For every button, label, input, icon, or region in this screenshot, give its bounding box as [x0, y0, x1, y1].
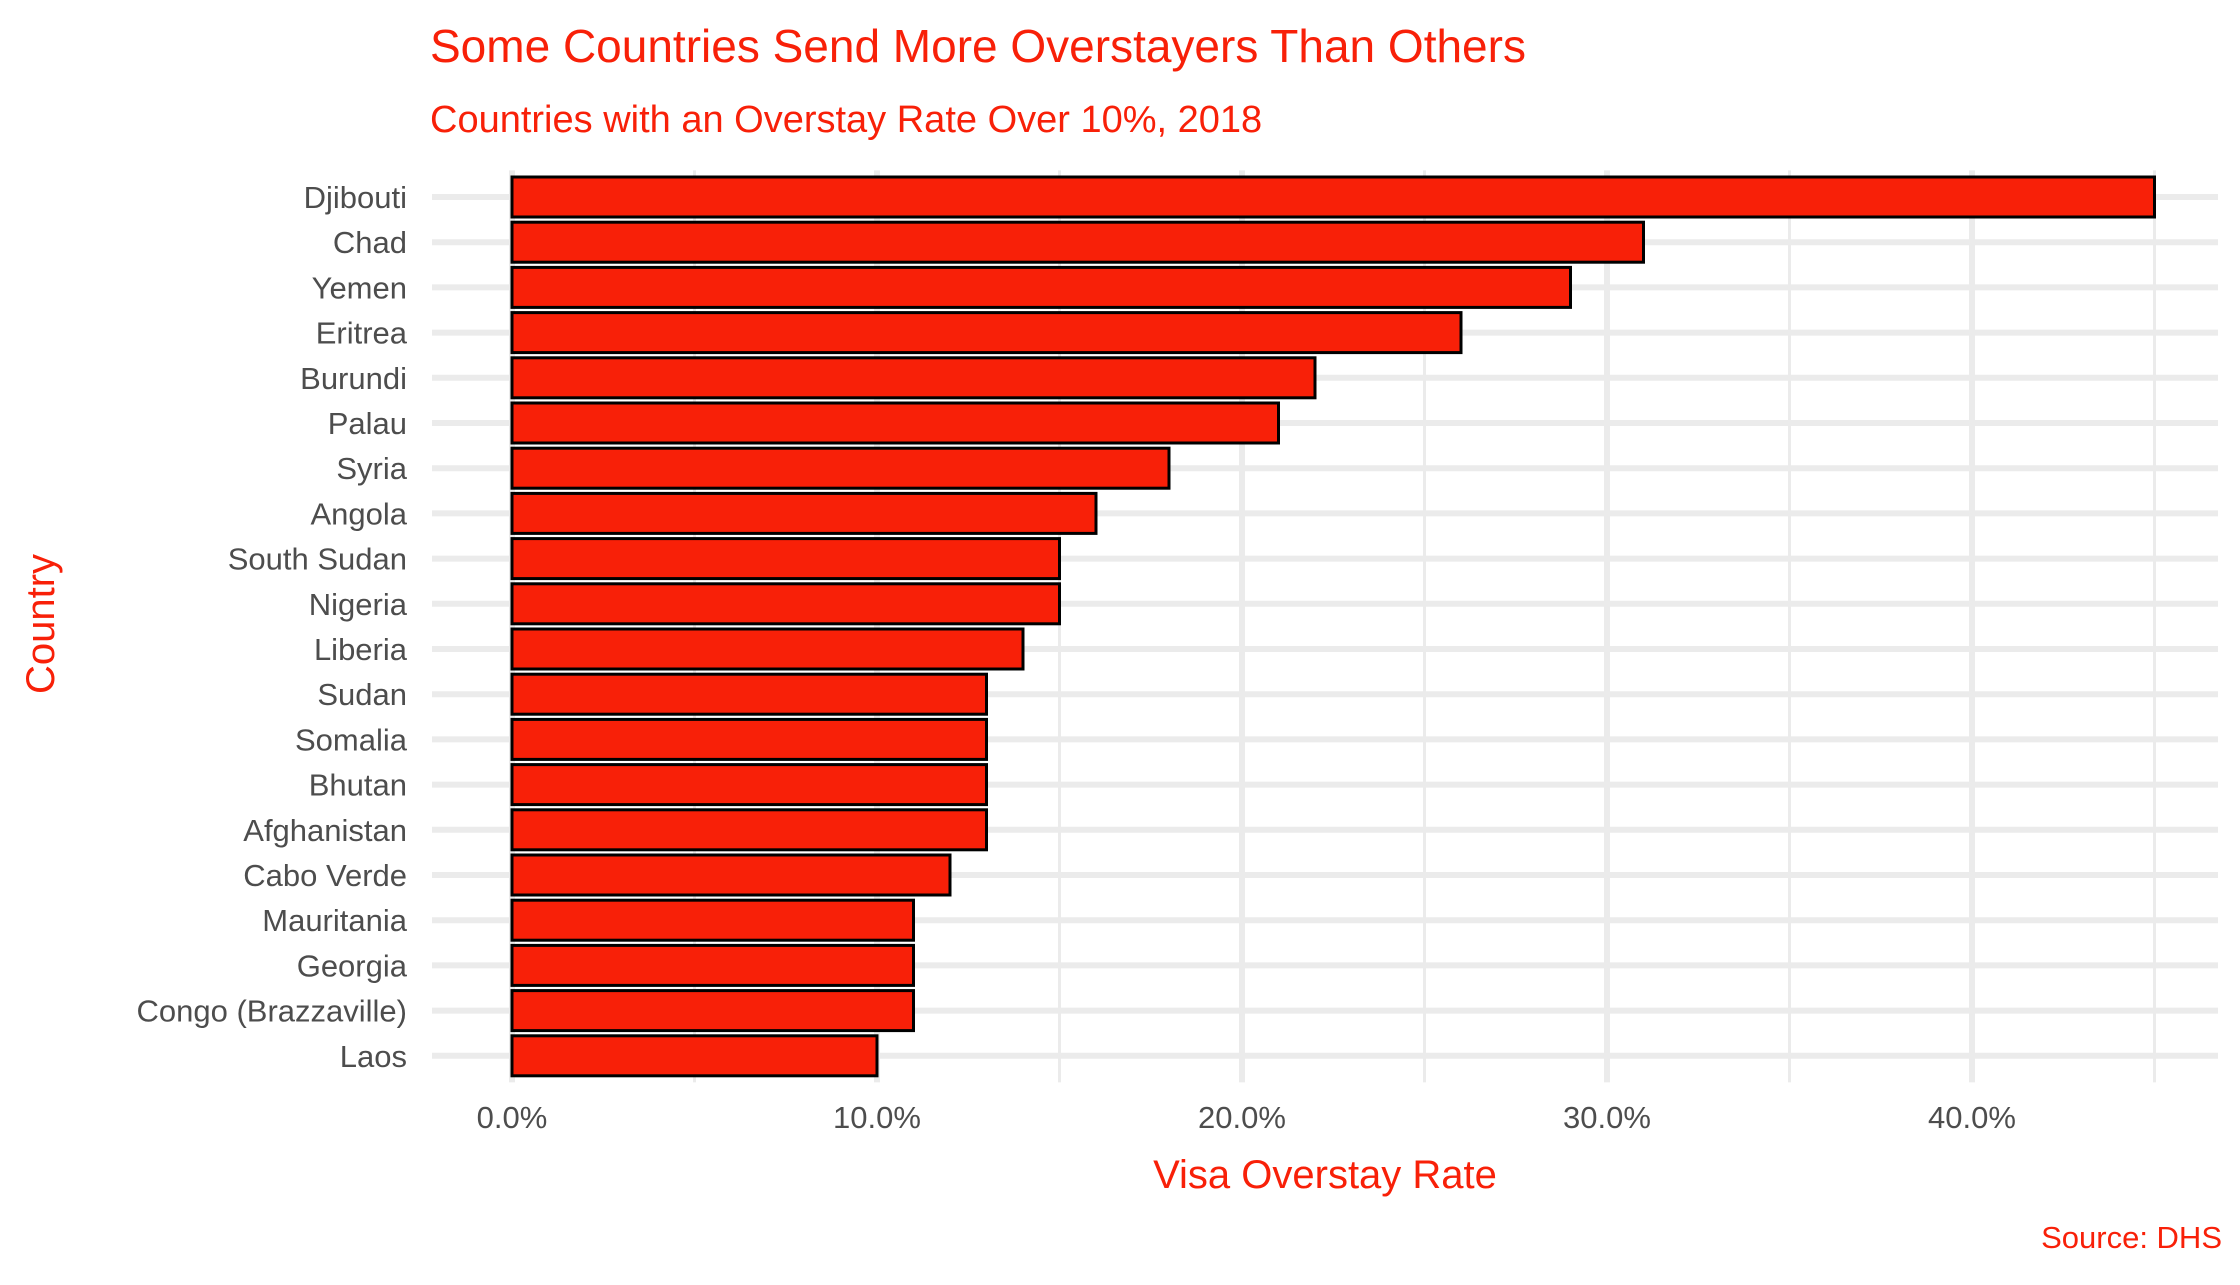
bar-chad [510, 220, 1645, 264]
y-tick-label: Liberia [314, 632, 408, 667]
y-tick-label: Chad [333, 225, 407, 260]
x-tick-label: 0.0% [477, 1100, 548, 1135]
bar-congo-brazzaville [510, 989, 915, 1033]
y-tick-label: Cabo Verde [243, 858, 407, 893]
bar-cabo-verde [510, 853, 952, 897]
x-tick-label: 10.0% [833, 1100, 921, 1135]
y-tick-label: Bhutan [309, 768, 407, 803]
bar-burundi [510, 356, 1317, 400]
x-tick-label: 40.0% [1928, 1100, 2016, 1135]
x-axis-title: Visa Overstay Rate [1153, 1153, 1497, 1197]
bar-yemen [510, 265, 1572, 309]
chart-subtitle: Countries with an Overstay Rate Over 10%… [430, 99, 1262, 141]
y-tick-label: Burundi [300, 361, 407, 396]
y-tick-label: Eritrea [316, 316, 408, 351]
bar-afghanistan [510, 808, 988, 852]
bar-djibouti [510, 175, 2156, 219]
y-tick-label: Yemen [312, 270, 407, 305]
bar-angola [510, 491, 1098, 535]
bar-sudan [510, 672, 988, 716]
y-tick-label: Somalia [295, 722, 408, 757]
bar-somalia [510, 717, 988, 761]
x-axis-tick-labels: 0.0% 10.0% 20.0% 30.0% 40.0% [477, 1100, 2016, 1135]
y-tick-label: Angola [310, 496, 407, 531]
bar-eritrea [510, 311, 1463, 355]
bar-mauritania [510, 898, 915, 942]
y-tick-label: South Sudan [228, 542, 407, 577]
y-tick-label: Georgia [297, 948, 408, 983]
y-tick-label: Nigeria [309, 587, 408, 622]
y-tick-label: Djibouti [304, 180, 407, 215]
bar-georgia [510, 943, 915, 987]
bars [510, 175, 2156, 1078]
y-tick-label: Sudan [317, 677, 407, 712]
y-axis-tick-labels: Djibouti Chad Yemen Eritrea Burundi Palau Syri… [137, 180, 408, 1074]
y-tick-label: Palau [328, 406, 407, 441]
bar-palau [510, 401, 1280, 445]
chart-title: Some Countries Send More Overstayers Tha… [430, 20, 1526, 72]
bar-syria [510, 446, 1171, 490]
x-tick-label: 20.0% [1198, 1100, 1286, 1135]
bar-nigeria [510, 582, 1061, 626]
y-tick-label: Syria [336, 451, 407, 486]
bar-laos [510, 1034, 879, 1078]
y-axis-title: Country [19, 554, 63, 694]
bar-liberia [510, 627, 1025, 671]
bar-south-sudan [510, 537, 1061, 581]
x-tick-label: 30.0% [1563, 1100, 1651, 1135]
bar-bhutan [510, 763, 988, 807]
source-caption: Source: DHS [2041, 1220, 2222, 1255]
y-tick-label: Mauritania [262, 903, 407, 938]
y-tick-label: Laos [340, 1039, 407, 1074]
y-tick-label: Congo (Brazzaville) [137, 994, 408, 1029]
y-tick-label: Afghanistan [243, 813, 407, 848]
